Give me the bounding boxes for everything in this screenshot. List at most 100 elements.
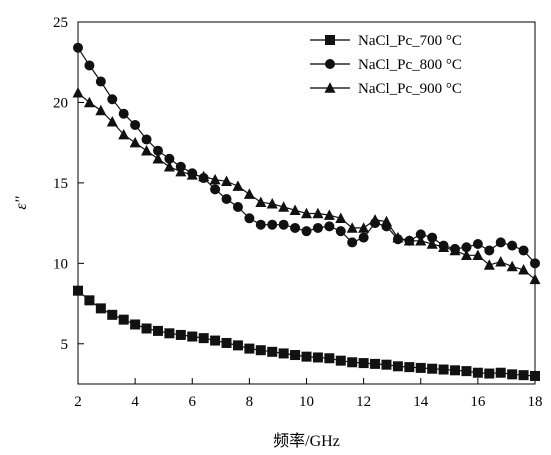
data-point bbox=[209, 173, 221, 185]
data-point bbox=[358, 222, 370, 233]
data-point bbox=[415, 362, 426, 373]
data-point bbox=[210, 335, 221, 346]
x-tick-label: 18 bbox=[528, 394, 543, 410]
data-point bbox=[290, 350, 301, 361]
data-point bbox=[232, 180, 244, 191]
data-point bbox=[129, 136, 141, 148]
data-point bbox=[73, 42, 83, 53]
data-point bbox=[95, 104, 107, 116]
data-point bbox=[312, 222, 323, 233]
data-point bbox=[323, 209, 335, 220]
y-tick-label: 15 bbox=[53, 176, 68, 192]
data-point bbox=[358, 358, 369, 369]
data-point bbox=[289, 204, 301, 215]
data-point bbox=[472, 367, 483, 378]
data-point bbox=[369, 214, 381, 225]
data-point bbox=[335, 226, 346, 237]
data-point bbox=[141, 323, 152, 334]
data-point bbox=[529, 273, 541, 285]
data-point bbox=[324, 353, 335, 364]
data-point bbox=[255, 219, 266, 230]
data-point bbox=[530, 370, 540, 381]
data-point bbox=[301, 226, 312, 237]
legend-marker bbox=[325, 35, 335, 45]
data-point bbox=[312, 207, 324, 219]
y-tick-label: 10 bbox=[53, 256, 68, 272]
data-point bbox=[347, 357, 358, 368]
legend-label: NaCl_Pc_900 °C bbox=[358, 81, 462, 97]
data-point bbox=[118, 128, 130, 140]
data-point bbox=[518, 245, 529, 256]
y-tick-label: 25 bbox=[53, 15, 68, 31]
data-point bbox=[449, 244, 461, 256]
data-point bbox=[152, 145, 163, 156]
legend-marker bbox=[325, 59, 335, 69]
data-point bbox=[255, 196, 267, 207]
data-point bbox=[472, 239, 483, 250]
data-point bbox=[198, 333, 209, 344]
data-point bbox=[324, 221, 335, 232]
data-point bbox=[381, 359, 392, 370]
x-tick-label: 6 bbox=[189, 394, 197, 410]
x-tick-label: 12 bbox=[356, 394, 371, 410]
data-point bbox=[495, 237, 506, 248]
y-tick-label: 20 bbox=[53, 95, 68, 111]
data-point bbox=[484, 368, 495, 379]
data-point bbox=[415, 235, 427, 246]
legend-label: NaCl_Pc_700 °C bbox=[358, 33, 462, 49]
data-point bbox=[278, 348, 289, 359]
data-point bbox=[163, 161, 175, 172]
data-point bbox=[210, 184, 221, 195]
data-point bbox=[267, 219, 278, 230]
data-point bbox=[84, 295, 95, 306]
data-point bbox=[267, 346, 278, 357]
legend-item: NaCl_Pc_700 °C bbox=[310, 33, 462, 49]
data-point bbox=[370, 358, 381, 369]
data-point bbox=[347, 237, 358, 248]
data-point bbox=[152, 325, 163, 336]
data-point bbox=[461, 242, 472, 253]
x-tick-label: 2 bbox=[74, 394, 82, 410]
data-point bbox=[83, 96, 95, 108]
data-point bbox=[506, 260, 518, 272]
data-point bbox=[255, 345, 266, 356]
data-point bbox=[380, 215, 392, 227]
legend-item: NaCl_Pc_800 °C bbox=[310, 57, 462, 73]
data-point bbox=[278, 219, 289, 230]
data-point bbox=[84, 60, 95, 71]
data-point bbox=[130, 319, 141, 330]
series-circle bbox=[73, 42, 540, 269]
data-point bbox=[95, 303, 106, 314]
data-point bbox=[130, 119, 141, 130]
y-axis-label: ε'' bbox=[13, 196, 30, 210]
data-point bbox=[186, 169, 198, 180]
x-tick-label: 8 bbox=[246, 394, 254, 410]
data-point bbox=[301, 207, 312, 219]
data-point bbox=[198, 170, 210, 182]
data-point bbox=[335, 212, 347, 224]
data-point bbox=[427, 363, 438, 374]
data-point bbox=[118, 314, 129, 325]
data-point bbox=[95, 76, 106, 87]
data-point bbox=[107, 94, 118, 105]
data-point bbox=[141, 144, 153, 156]
series-triangle bbox=[72, 87, 541, 285]
data-point bbox=[392, 231, 404, 243]
data-point bbox=[312, 352, 323, 363]
data-point bbox=[518, 264, 530, 275]
series-layer bbox=[72, 42, 541, 381]
axes-group: 2 4 6 8 10 12 14 16 18 5 10 15 20 25 bbox=[53, 15, 543, 410]
data-point bbox=[290, 222, 301, 233]
data-point bbox=[495, 367, 506, 378]
data-point bbox=[507, 369, 518, 380]
data-point bbox=[461, 366, 472, 377]
data-point bbox=[335, 355, 346, 366]
data-point bbox=[221, 337, 232, 348]
data-point bbox=[415, 229, 426, 240]
data-point bbox=[358, 232, 369, 243]
legend: NaCl_Pc_700 °C NaCl_Pc_800 °C NaCl_Pc_900 … bbox=[310, 33, 462, 97]
data-point bbox=[427, 232, 438, 243]
data-point bbox=[72, 87, 84, 98]
data-point bbox=[301, 351, 312, 362]
data-point bbox=[484, 245, 495, 256]
